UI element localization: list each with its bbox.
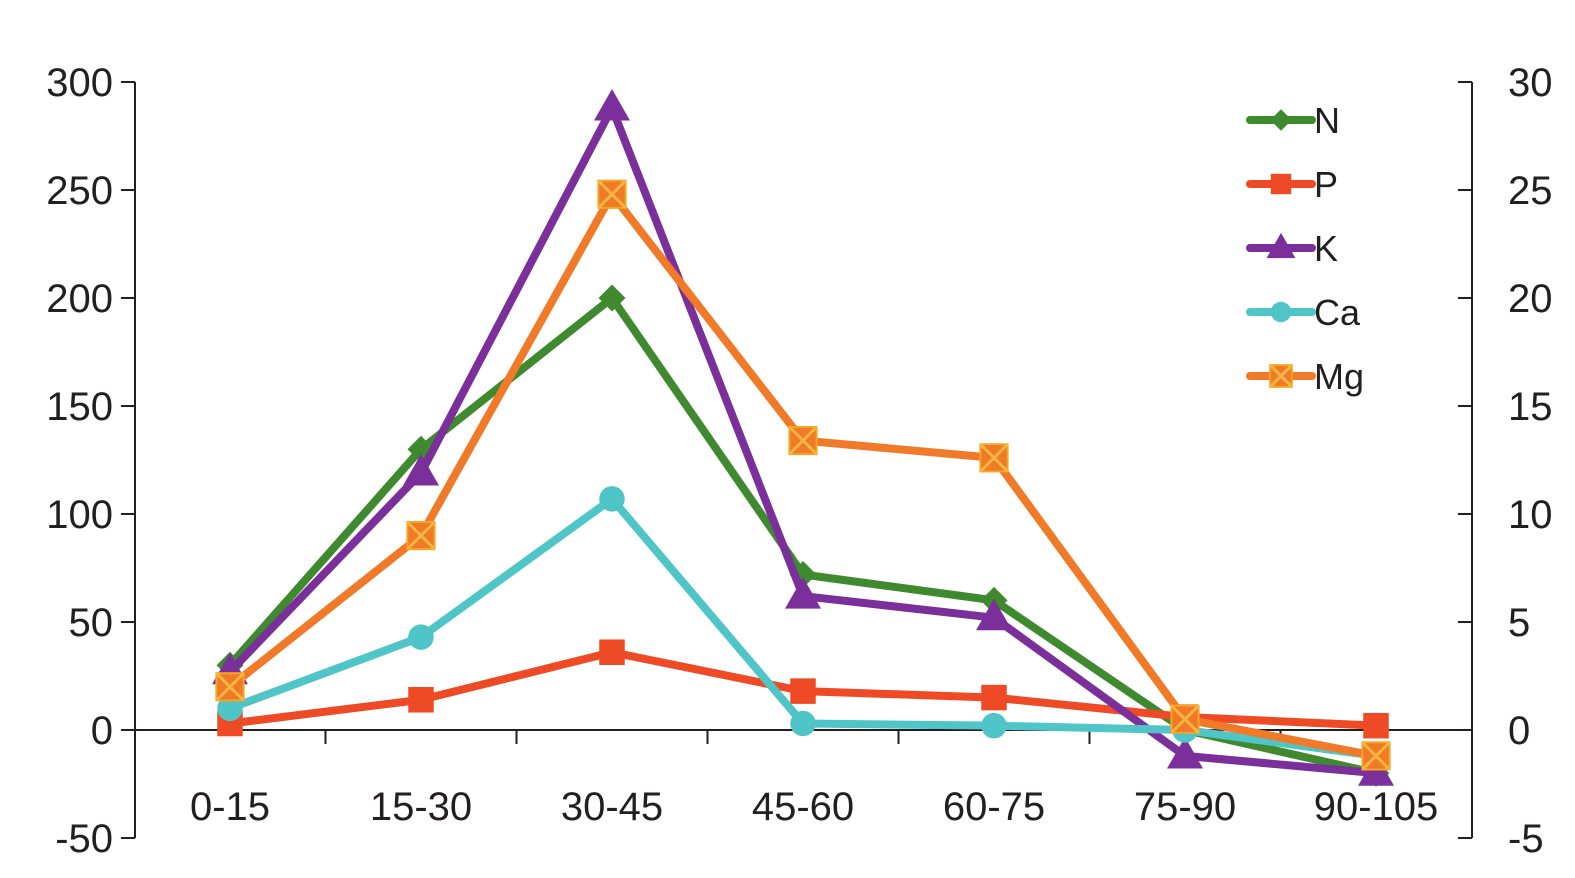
y-tick-label-right: 5 [1508, 601, 1530, 645]
legend-item-ca: Ca [1246, 292, 1361, 333]
data-point-mg [1361, 741, 1391, 771]
legend-label: N [1314, 100, 1340, 141]
y-tick-label-right: 15 [1508, 385, 1553, 429]
x-tick-label: 75-90 [1134, 785, 1236, 829]
data-point-ca [790, 710, 816, 737]
legend-label: K [1314, 228, 1338, 269]
legend-item-k: K [1246, 228, 1338, 269]
legend-marker [1266, 232, 1296, 259]
data-point-k [976, 598, 1012, 631]
x-tick-label: 30-45 [561, 785, 663, 829]
legend-marker [1270, 301, 1292, 323]
legend-label: Ca [1314, 292, 1361, 333]
y-tick-label-left: 200 [46, 277, 113, 321]
data-point-p [1363, 712, 1389, 739]
x-tick-label: 0-15 [190, 785, 270, 829]
y-tick-label-right: 25 [1508, 169, 1553, 213]
data-point-ca [981, 712, 1007, 739]
data-point-mg [1170, 704, 1200, 734]
data-point-p [981, 684, 1007, 711]
y-tick-label-right: 10 [1508, 493, 1553, 537]
series-layer [212, 89, 1394, 787]
y-tick-label-right: 20 [1508, 277, 1553, 321]
legend-item-n: N [1246, 100, 1340, 141]
data-point-p [599, 639, 625, 665]
y-tick-label-left: 100 [46, 493, 113, 537]
x-tick-label: 45-60 [752, 785, 854, 829]
data-point-p [408, 687, 434, 713]
legend-item-mg: Mg [1246, 356, 1364, 397]
data-point-k [785, 577, 821, 609]
data-point-mg [979, 443, 1009, 473]
y-tick-label-right: -5 [1508, 817, 1544, 861]
data-point-k [594, 89, 630, 121]
y-tick-label-left: 150 [46, 385, 113, 429]
legend-item-p: P [1246, 164, 1338, 205]
data-point-k [403, 454, 439, 486]
y-tick-label-left: 50 [69, 601, 114, 645]
data-point-mg [215, 672, 245, 702]
data-point-n [598, 284, 626, 312]
legend-marker [1269, 364, 1293, 388]
y-tick-label-left: -50 [55, 817, 113, 861]
y-tick-label-right: 0 [1508, 709, 1530, 753]
x-tick-label: 90-105 [1314, 785, 1439, 829]
y-tick-label-left: 300 [46, 61, 113, 105]
x-tick-label: 15-30 [370, 785, 472, 829]
y-tick-label-left: 0 [91, 709, 113, 753]
data-point-ca [408, 624, 434, 650]
data-point-ca [217, 695, 243, 722]
data-point-p [790, 678, 816, 704]
legend-label: P [1314, 164, 1338, 205]
legend-marker [1270, 109, 1292, 131]
y-tick-label-right: 30 [1508, 61, 1553, 105]
x-tick-label: 60-75 [943, 785, 1045, 829]
legend-label: Mg [1314, 356, 1364, 397]
data-point-ca [599, 486, 625, 512]
y-tick-label-left: 250 [46, 169, 113, 213]
legend: NPK Ca Mg [1246, 100, 1364, 397]
data-point-mg [406, 520, 436, 551]
series-mg [215, 179, 1391, 771]
legend-marker [1270, 173, 1292, 195]
data-point-mg [788, 425, 818, 456]
data-point-k [1167, 737, 1203, 769]
data-point-mg [597, 179, 627, 209]
